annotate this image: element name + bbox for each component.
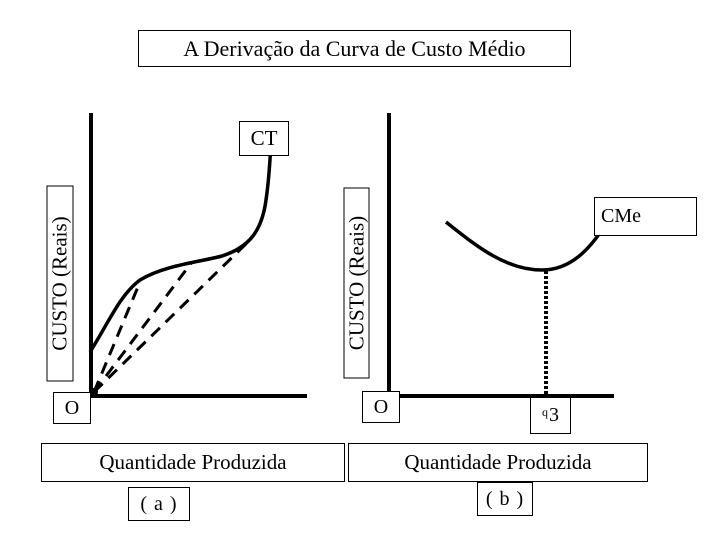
panel-a-y-axis-label: CUSTO (Reais) (46, 185, 74, 382)
total-cost-curve (88, 141, 273, 353)
ray-line-2 (92, 261, 194, 393)
panel-b-label: ( b ) (477, 482, 533, 516)
panel-a-label: ( a ) (128, 487, 190, 521)
panel-a-origin-label: O (53, 392, 91, 424)
average-cost-curve (444, 220, 609, 272)
panel-b-x-axis-label: Quantidade Produzida (348, 443, 648, 482)
panel-b-origin-label: O (362, 391, 400, 423)
ct-curve-label: CT (239, 121, 289, 156)
panel-b-y-axis-label: CUSTO (Reais) (343, 187, 370, 379)
origin-point (90, 388, 98, 396)
panel-a-x-axis-label: Quantidade Produzida (41, 443, 345, 482)
quantity-marker-prefix: q (542, 405, 548, 419)
cme-curve-label: CMe (594, 197, 697, 236)
quantity-marker-number: 3 (549, 404, 559, 426)
diagram-title: A Derivação da Curva de Custo Médio (138, 30, 571, 67)
ray-line-3 (92, 238, 252, 394)
